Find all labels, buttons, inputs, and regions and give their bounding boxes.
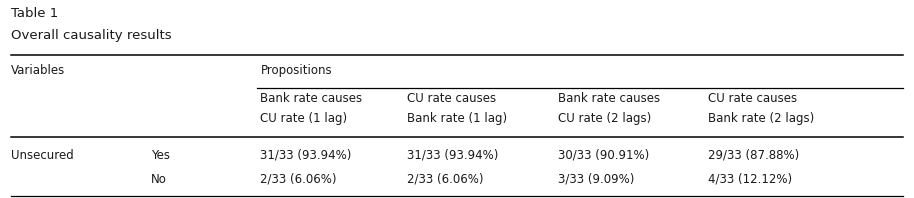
Text: 3/33 (9.09%): 3/33 (9.09%) — [558, 173, 634, 186]
Text: Unsecured: Unsecured — [11, 149, 74, 162]
Text: CU rate (1 lag): CU rate (1 lag) — [260, 112, 347, 125]
Text: 4/33 (12.12%): 4/33 (12.12%) — [708, 173, 792, 186]
Text: CU rate (2 lags): CU rate (2 lags) — [558, 112, 651, 125]
Text: Table 1: Table 1 — [11, 7, 58, 20]
Text: Overall causality results: Overall causality results — [11, 29, 172, 42]
Text: Bank rate (1 lag): Bank rate (1 lag) — [407, 112, 507, 125]
Text: Yes: Yes — [151, 149, 170, 162]
Text: 29/33 (87.88%): 29/33 (87.88%) — [708, 149, 800, 162]
Text: No: No — [151, 173, 166, 186]
Text: Bank rate (2 lags): Bank rate (2 lags) — [708, 112, 814, 125]
Text: Propositions: Propositions — [260, 64, 332, 77]
Text: 2/33 (6.06%): 2/33 (6.06%) — [260, 173, 337, 186]
Text: Variables: Variables — [11, 64, 65, 77]
Text: CU rate causes: CU rate causes — [407, 92, 496, 106]
Text: 2/33 (6.06%): 2/33 (6.06%) — [407, 173, 484, 186]
Text: Bank rate causes: Bank rate causes — [558, 92, 660, 106]
Text: 31/33 (93.94%): 31/33 (93.94%) — [260, 149, 352, 162]
Text: 31/33 (93.94%): 31/33 (93.94%) — [407, 149, 498, 162]
Text: Bank rate causes: Bank rate causes — [260, 92, 363, 106]
Text: CU rate causes: CU rate causes — [708, 92, 798, 106]
Text: 30/33 (90.91%): 30/33 (90.91%) — [558, 149, 649, 162]
